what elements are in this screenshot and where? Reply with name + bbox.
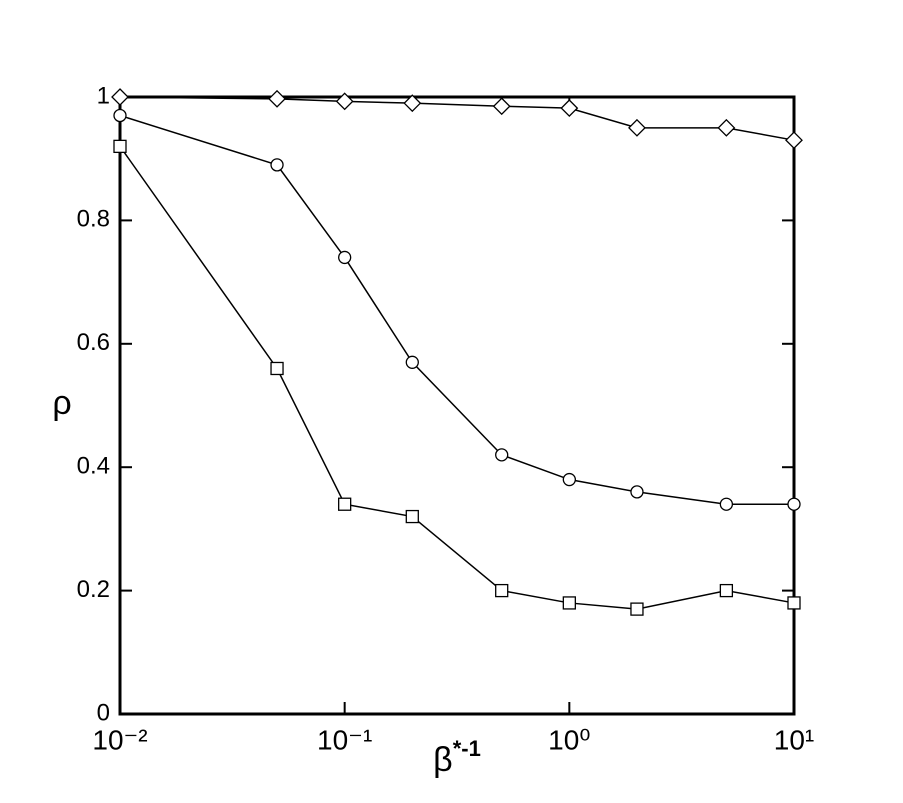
marker bbox=[113, 139, 127, 154]
marker bbox=[335, 92, 354, 111]
marker bbox=[560, 99, 579, 118]
marker bbox=[405, 355, 419, 369]
marker bbox=[268, 89, 286, 108]
marker bbox=[719, 583, 734, 598]
marker bbox=[630, 602, 644, 616]
marker bbox=[787, 497, 801, 511]
x-tick-label: 10⁻¹ bbox=[317, 724, 372, 755]
marker bbox=[785, 131, 803, 150]
y-tick-label: 0.4 bbox=[77, 453, 110, 480]
x-tick-label: 10⁻² bbox=[92, 724, 147, 755]
marker bbox=[113, 108, 127, 123]
x-tick-label: 10⁰ bbox=[548, 724, 590, 755]
y-axis-label: ρ bbox=[52, 384, 71, 422]
plot-frame bbox=[118, 95, 796, 716]
marker bbox=[562, 596, 576, 610]
y-tick-label: 0.2 bbox=[77, 576, 110, 603]
y-tick-label: 0.8 bbox=[77, 206, 110, 233]
marker bbox=[270, 158, 284, 172]
marker bbox=[338, 497, 352, 511]
x-tick-label: 10¹ bbox=[774, 724, 814, 755]
series-line bbox=[119, 96, 795, 141]
marker bbox=[111, 88, 129, 106]
marker bbox=[495, 448, 509, 462]
marker bbox=[270, 361, 284, 376]
y-tick-label: 1 bbox=[97, 82, 110, 109]
marker bbox=[628, 118, 646, 137]
marker bbox=[787, 596, 801, 610]
marker bbox=[403, 94, 422, 113]
marker bbox=[405, 509, 419, 524]
marker bbox=[495, 583, 509, 598]
marker bbox=[717, 118, 736, 137]
series-line bbox=[119, 145, 795, 610]
y-tick-label: 0.6 bbox=[77, 329, 110, 356]
marker bbox=[630, 485, 644, 499]
x-axis-label-base: β bbox=[433, 741, 453, 779]
series-line bbox=[119, 114, 794, 505]
marker bbox=[492, 97, 511, 116]
marker bbox=[338, 250, 352, 265]
y-tick-label: 0 bbox=[97, 699, 110, 726]
marker bbox=[719, 497, 734, 511]
x-axis-label: β*-1 bbox=[433, 736, 481, 779]
x-axis-label-sup: *-1 bbox=[453, 736, 481, 761]
marker bbox=[562, 472, 576, 487]
